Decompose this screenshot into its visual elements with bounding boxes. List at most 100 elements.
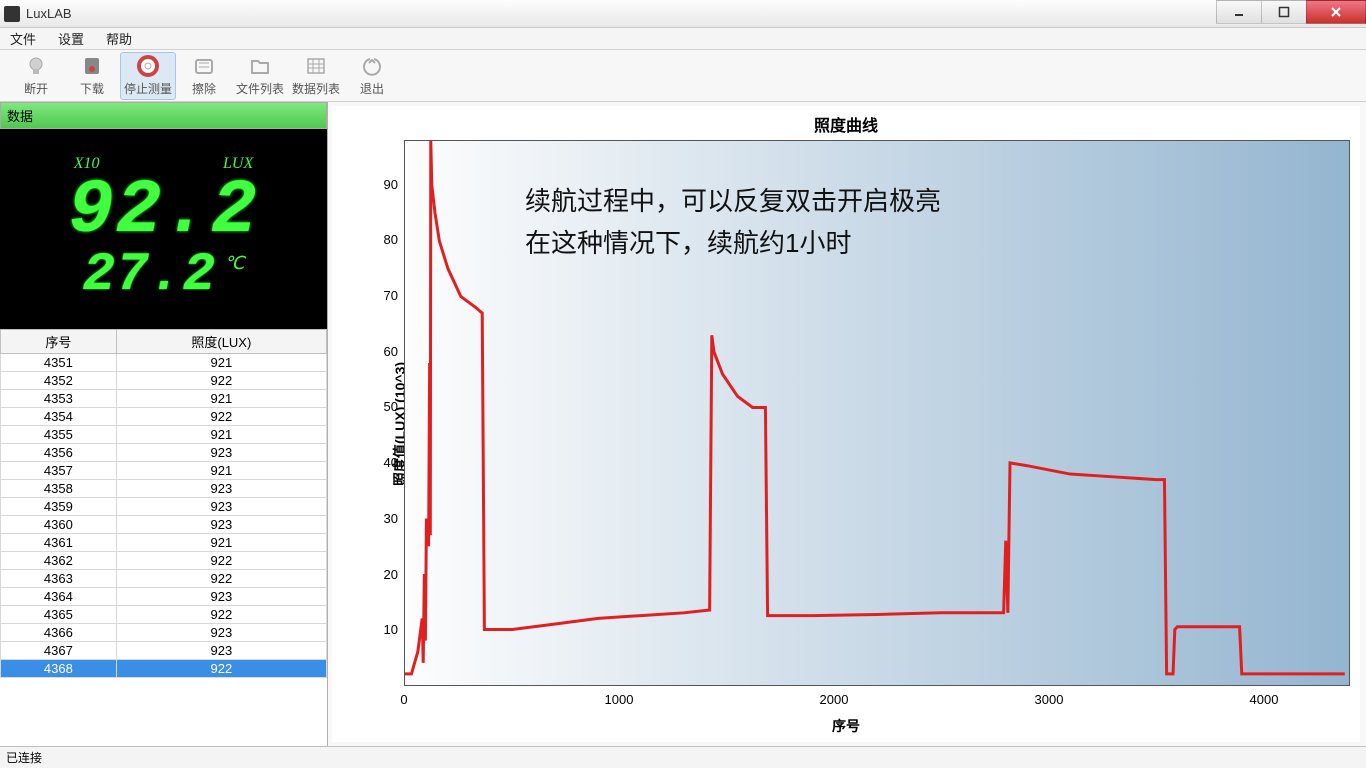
table-row[interactable]: 4361921: [1, 534, 327, 552]
table-row[interactable]: 4355921: [1, 426, 327, 444]
cell-lux: 922: [116, 660, 326, 678]
toolbar-label: 断开: [24, 80, 48, 97]
table-row[interactable]: 4367923: [1, 642, 327, 660]
cell-index: 4367: [1, 642, 117, 660]
x-tick-label: 1000: [605, 692, 634, 707]
cell-index: 4362: [1, 552, 117, 570]
menu-settings[interactable]: 设置: [54, 27, 88, 50]
data-table-wrap: 序号 照度(LUX) 43519214352922435392143549224…: [0, 329, 327, 746]
table-row[interactable]: 4359923: [1, 498, 327, 516]
table-row[interactable]: 4351921: [1, 354, 327, 372]
overlay-line-2: 在这种情况下，续航约1小时: [525, 223, 941, 265]
cell-lux: 921: [116, 462, 326, 480]
table-row[interactable]: 4356923: [1, 444, 327, 462]
chart-title: 照度曲线: [332, 106, 1360, 138]
title-bar: LuxLAB: [0, 0, 1366, 28]
cell-lux: 921: [116, 534, 326, 552]
file-list-button[interactable]: 文件列表: [232, 52, 288, 100]
download-button[interactable]: 下载: [64, 52, 120, 100]
toolbar-label: 下载: [80, 80, 104, 97]
table-row[interactable]: 4366923: [1, 624, 327, 642]
maximize-button[interactable]: [1261, 0, 1307, 24]
x-tick-label: 3000: [1035, 692, 1064, 707]
minimize-button[interactable]: [1216, 0, 1262, 24]
col-lux-header[interactable]: 照度(LUX): [116, 330, 326, 354]
y-tick-label: 50: [384, 399, 398, 414]
table-row[interactable]: 4368922: [1, 660, 327, 678]
cell-index: 4358: [1, 480, 117, 498]
lcd-temp-value: 27.2: [83, 249, 217, 303]
left-panel: 数据 X10 LUX 92.2 27.2 ℃ 序号: [0, 102, 328, 746]
x-tick-label: 0: [400, 692, 407, 707]
cell-index: 4356: [1, 444, 117, 462]
cell-index: 4359: [1, 498, 117, 516]
table-row[interactable]: 4358923: [1, 480, 327, 498]
toolbar-label: 停止测量: [124, 80, 172, 97]
cell-index: 4353: [1, 390, 117, 408]
data-list-button[interactable]: 数据列表: [288, 52, 344, 100]
lcd-temp-unit: ℃: [224, 253, 244, 275]
y-tick-label: 20: [384, 567, 398, 582]
cell-lux: 923: [116, 642, 326, 660]
main-area: 数据 X10 LUX 92.2 27.2 ℃ 序号: [0, 102, 1366, 746]
table-row[interactable]: 4360923: [1, 516, 327, 534]
y-tick-label: 40: [384, 455, 398, 470]
window-controls: [1217, 0, 1366, 24]
table-row[interactable]: 4364923: [1, 588, 327, 606]
menu-help[interactable]: 帮助: [102, 27, 136, 50]
erase-icon: [192, 54, 216, 78]
toolbar-label: 文件列表: [236, 80, 284, 97]
cell-lux: 922: [116, 408, 326, 426]
col-index-header[interactable]: 序号: [1, 330, 117, 354]
table-row[interactable]: 4357921: [1, 462, 327, 480]
table-row[interactable]: 4353921: [1, 390, 327, 408]
status-text: 已连接: [6, 749, 42, 766]
cell-lux: 923: [116, 588, 326, 606]
table-row[interactable]: 4365922: [1, 606, 327, 624]
cell-index: 4365: [1, 606, 117, 624]
table-row[interactable]: 4352922: [1, 372, 327, 390]
y-tick-label: 80: [384, 232, 398, 247]
cell-lux: 922: [116, 372, 326, 390]
data-panel-header: 数据: [0, 102, 327, 129]
x-tick-label: 2000: [820, 692, 849, 707]
data-table: 序号 照度(LUX) 43519214352922435392143549224…: [0, 329, 327, 678]
menu-bar: 文件 设置 帮助: [0, 28, 1366, 50]
chart-box: 照度曲线 照度值(LUX) (10^3) 序号 续航过程中，可以反复双击开启极亮…: [332, 106, 1360, 742]
toolbar: 断开 下载 停止测量 擦除 文件列表 数据列表 退出: [0, 50, 1366, 102]
cell-lux: 921: [116, 426, 326, 444]
app-icon: [4, 6, 20, 22]
stop-measure-button[interactable]: 停止测量: [120, 52, 176, 100]
cell-index: 4363: [1, 570, 117, 588]
table-scroll[interactable]: 序号 照度(LUX) 43519214352922435392143549224…: [0, 329, 327, 746]
exit-button[interactable]: 退出: [344, 52, 400, 100]
toolbar-label: 退出: [360, 80, 384, 97]
toolbar-label: 擦除: [192, 80, 216, 97]
table-row[interactable]: 4363922: [1, 570, 327, 588]
cell-lux: 923: [116, 480, 326, 498]
y-tick-label: 90: [384, 177, 398, 192]
chart-panel: 照度曲线 照度值(LUX) (10^3) 序号 续航过程中，可以反复双击开启极亮…: [328, 102, 1366, 746]
cell-index: 4360: [1, 516, 117, 534]
table-row[interactable]: 4354922: [1, 408, 327, 426]
app-window: LuxLAB 文件 设置 帮助 断开 下载 停止测量 擦除 文件列: [0, 0, 1366, 768]
cell-lux: 922: [116, 570, 326, 588]
download-icon: [80, 54, 104, 78]
cell-lux: 922: [116, 552, 326, 570]
plot-area[interactable]: 续航过程中，可以反复双击开启极亮 在这种情况下，续航约1小时: [404, 140, 1350, 686]
close-button[interactable]: [1306, 0, 1366, 24]
window-title: LuxLAB: [26, 6, 72, 21]
erase-button[interactable]: 擦除: [176, 52, 232, 100]
cell-lux: 923: [116, 516, 326, 534]
cell-index: 4366: [1, 624, 117, 642]
menu-file[interactable]: 文件: [6, 27, 40, 50]
cell-index: 4351: [1, 354, 117, 372]
exit-icon: [360, 54, 384, 78]
cell-lux: 921: [116, 390, 326, 408]
x-tick-label: 4000: [1250, 692, 1279, 707]
cell-index: 4354: [1, 408, 117, 426]
y-tick-label: 10: [384, 622, 398, 637]
disconnect-button[interactable]: 断开: [8, 52, 64, 100]
table-row[interactable]: 4362922: [1, 552, 327, 570]
y-tick-label: 70: [384, 288, 398, 303]
